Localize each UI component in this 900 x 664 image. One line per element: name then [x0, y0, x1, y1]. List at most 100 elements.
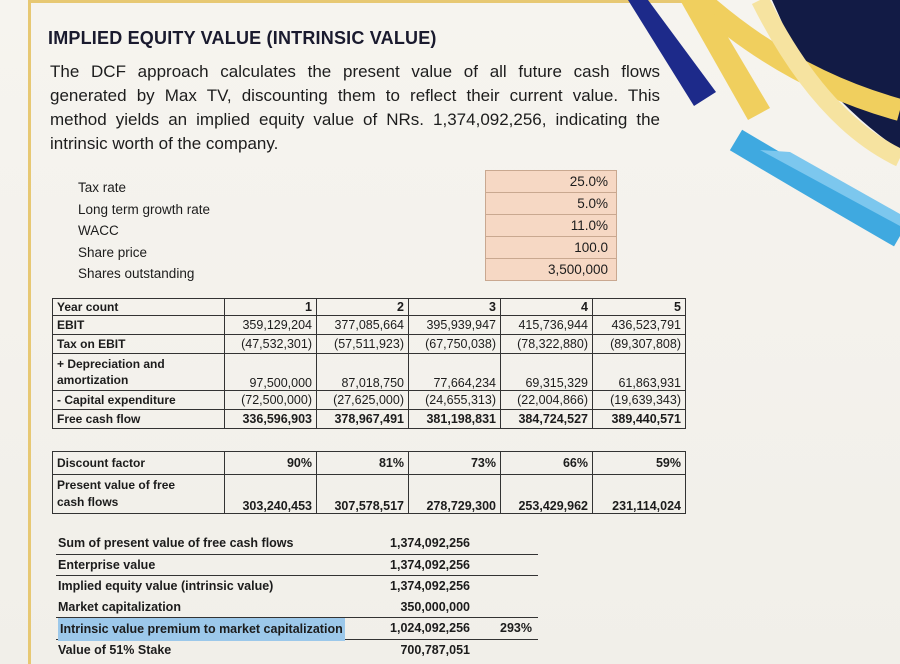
blue-arc — [729, 129, 900, 247]
row-label-depreciation: + Depreciation and amortization — [52, 353, 225, 391]
table-cell: 359,129,204 — [224, 315, 317, 335]
table-cell: (89,307,808) — [592, 334, 686, 354]
summary-value: 350,000,000 — [400, 599, 470, 614]
table-cell: (22,004,866) — [500, 390, 593, 410]
table-cell: 384,724,527 — [500, 409, 593, 429]
table-cell: 90% — [224, 451, 317, 475]
table-row: EBIT 359,129,204 377,085,664 395,939,947… — [52, 315, 686, 335]
page-title: IMPLIED EQUITY VALUE (INTRINSIC VALUE) — [48, 28, 437, 48]
free-cash-flow-table: Year count 1 2 3 4 5 EBIT 359,129,204 37… — [52, 298, 686, 429]
table-cell: (67,750,038) — [408, 334, 501, 354]
table-cell: 59% — [592, 451, 686, 475]
summary-row: Market capitalization 350,000,000 — [56, 597, 538, 618]
table-cell: (47,532,301) — [224, 334, 317, 354]
row-label-line: amortization — [57, 373, 129, 387]
intro-paragraph: The DCF approach calculates the present … — [50, 62, 660, 153]
year-cell: 4 — [500, 298, 593, 316]
table-cell: 377,085,664 — [316, 315, 409, 335]
yellow-stripe — [680, 0, 770, 120]
table-cell: (57,511,923) — [316, 334, 409, 354]
table-cell: 381,198,831 — [408, 409, 501, 429]
navy-corner-shape — [772, 0, 900, 150]
row-label-line: cash flows — [57, 495, 119, 509]
row-label-line: + Depreciation and — [57, 357, 165, 371]
present-value-table: Discount factor 90% 81% 73% 66% 59% Pres… — [52, 451, 686, 514]
table-cell: 278,729,300 — [408, 474, 501, 514]
assumption-value-wacc: 11.0% — [486, 215, 616, 237]
premium-percent: 293% — [500, 621, 532, 635]
table-cell: (24,655,313) — [408, 390, 501, 410]
table-row: Tax on EBIT (47,532,301) (57,511,923) (6… — [52, 334, 686, 354]
table-cell: 307,578,517 — [316, 474, 409, 514]
assumption-value-shares-outstanding: 3,500,000 — [547, 262, 608, 277]
row-label-capex: - Capital expenditure — [52, 390, 225, 410]
year-cell: 2 — [316, 298, 409, 316]
navy-stripe — [628, 0, 716, 106]
summary-label-market-cap: Market capitalization — [58, 599, 181, 614]
table-row: Year count 1 2 3 4 5 — [52, 298, 686, 316]
table-row: Discount factor 90% 81% 73% 66% 59% — [52, 451, 686, 475]
assumption-value-growth-rate: 5.0% — [486, 193, 616, 215]
table-cell: 253,429,962 — [500, 474, 593, 514]
table-row: Present value of free cash flows 303,240,… — [52, 474, 686, 514]
table-cell: (27,625,000) — [316, 390, 409, 410]
assumption-labels: Tax rate Long term growth rate WACC Shar… — [78, 177, 210, 285]
summary-row: Intrinsic value premium to market capita… — [56, 618, 538, 641]
table-cell: 77,664,234 — [408, 353, 501, 391]
table-cell: 69,315,329 — [500, 353, 593, 391]
table-cell: 436,523,791 — [592, 315, 686, 335]
table-cell: (78,322,880) — [500, 334, 593, 354]
table-cell: 87,018,750 — [316, 353, 409, 391]
summary-row: Value of 51% Stake 700,787,051 — [56, 640, 538, 661]
summary-row: Sum of present value of free cash flows … — [56, 533, 538, 555]
row-label-discount-factor: Discount factor — [52, 451, 225, 475]
table-cell: 231,114,024 — [592, 474, 686, 514]
table-cell: 378,967,491 — [316, 409, 409, 429]
table-cell: 73% — [408, 451, 501, 475]
year-cell: 5 — [592, 298, 686, 316]
table-cell: 61,863,931 — [592, 353, 686, 391]
row-label-present-value: Present value of free cash flows — [52, 474, 225, 514]
summary-value: 1,024,092,256 — [390, 621, 470, 635]
year-cell: 3 — [408, 298, 501, 316]
row-label-tax-on-ebit: Tax on EBIT — [52, 334, 225, 354]
summary-label-enterprise-value: Enterprise value — [58, 557, 156, 572]
assumption-values-box: 25.0% 5.0% 11.0% 100.0 3,500,000 — [485, 170, 617, 281]
assumption-value-tax-rate: 25.0% — [486, 171, 616, 193]
assumption-label-wacc: WACC — [78, 223, 119, 238]
row-label-ebit: EBIT — [52, 315, 225, 335]
table-row: - Capital expenditure (72,500,000) (27,6… — [52, 390, 686, 410]
row-label-line: Present value of free — [57, 478, 176, 492]
assumption-label-shares-outstanding: Shares outstanding — [78, 266, 195, 281]
table-cell: 97,500,000 — [224, 353, 317, 391]
assumption-value-share-price: 100.0 — [486, 237, 616, 259]
table-cell: (72,500,000) — [224, 390, 317, 410]
summary-value: 1,374,092,256 — [390, 579, 470, 593]
blue-arc-inner — [760, 150, 900, 226]
summary-value: 1,374,092,256 — [390, 557, 470, 572]
summary-value: 700,787,051 — [400, 642, 470, 657]
table-cell: 81% — [316, 451, 409, 475]
table-cell: 389,440,571 — [592, 409, 686, 429]
table-row: + Depreciation and amortization 97,500,00… — [52, 353, 686, 391]
summary-label-sum-pv: Sum of present value of free cash flows — [58, 536, 294, 550]
assumption-label-share-price: Share price — [78, 244, 148, 260]
page-border — [28, 0, 688, 664]
summary-label-implied-equity: Implied equity value (intrinsic value) — [58, 579, 274, 593]
assumption-label-growth-rate: Long term growth rate — [78, 201, 211, 217]
assumption-label-tax-rate: Tax rate — [78, 180, 127, 195]
year-cell: 1 — [224, 298, 317, 316]
year-count-label: Year count — [52, 298, 225, 316]
summary-row: Implied equity value (intrinsic value) 1… — [56, 576, 538, 597]
summary-label-stake-value: Value of 51% Stake — [58, 642, 172, 657]
summary-label-premium: Intrinsic value premium to market capita… — [58, 618, 345, 641]
row-label-free-cash-flow: Free cash flow — [52, 409, 225, 429]
light-yellow-arc — [751, 0, 900, 167]
table-cell: (19,639,343) — [592, 390, 686, 410]
table-row: Free cash flow 336,596,903 378,967,491 3… — [52, 409, 686, 429]
summary-row: Enterprise value 1,374,092,256 — [56, 555, 538, 576]
table-cell: 336,596,903 — [224, 409, 317, 429]
valuation-summary: Sum of present value of free cash flows … — [56, 533, 538, 660]
